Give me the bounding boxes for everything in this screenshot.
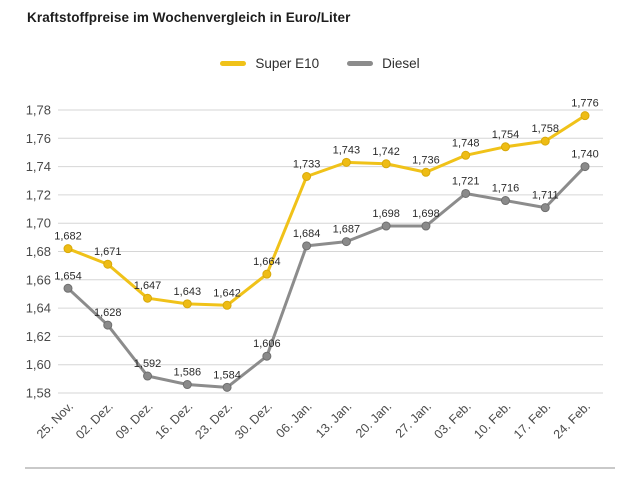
x-tick-label: 16. Dez. [153,399,196,442]
x-tick-label: 25. Nov. [34,399,76,441]
data-point-label: 1,742 [372,146,400,158]
data-point [63,244,73,254]
data-point [500,196,510,206]
y-tick-label: 1,62 [26,329,51,344]
x-tick-label: 13. Jan. [313,399,354,440]
series-line-super-e10 [66,114,587,307]
footer-divider [25,467,615,469]
data-point-label: 1,682 [54,231,82,243]
data-point-label: 1,758 [531,123,559,135]
x-tick-label: 10. Feb. [471,399,513,441]
data-point-label: 1,671 [94,246,122,258]
chart-legend: Super E10 Diesel [0,56,640,71]
data-point [580,111,590,121]
data-point-label: 1,698 [412,208,440,220]
data-point-label: 1,687 [333,224,361,236]
data-point-label: 1,716 [492,183,520,195]
y-tick-label: 1,64 [26,301,51,316]
x-tick-label: 20. Jan. [353,399,394,440]
series-line-diesel [66,165,587,389]
data-point [381,221,391,231]
x-tick-label: 02. Dez. [73,399,116,442]
data-point-label: 1,643 [174,286,202,298]
data-point [262,269,272,279]
x-tick-label: 17. Feb. [511,399,553,441]
legend-label-super-e10: Super E10 [255,56,320,71]
data-point [222,382,232,392]
data-point [540,203,550,213]
x-tick-label: 09. Dez. [113,399,156,442]
data-point [341,157,351,167]
data-point [421,221,431,231]
data-point-label: 1,684 [293,228,321,240]
data-point [461,150,471,160]
y-tick-label: 1,58 [26,386,51,401]
data-point [182,380,192,390]
data-point-label: 1,606 [253,338,281,350]
data-point [421,167,431,177]
data-point [143,371,153,381]
data-point-label: 1,586 [174,367,202,379]
x-tick-label: 27. Jan. [393,399,434,440]
legend-item-super-e10: Super E10 [220,56,319,71]
legend-swatch-diesel-icon [347,61,374,66]
data-point [540,136,550,146]
x-tick-label: 23. Dez. [192,399,235,442]
data-point-label: 1,733 [293,159,321,171]
chart-title: Kraftstoffpreise im Wochenvergleich in E… [27,10,351,25]
data-point-label: 1,584 [213,369,241,381]
y-tick-label: 1,72 [26,187,51,202]
y-tick-label: 1,76 [26,131,51,146]
x-tick-label: 24. Feb. [551,399,593,441]
data-point-label: 1,740 [571,149,599,161]
data-point-label: 1,654 [54,270,82,282]
data-point [580,162,590,172]
y-tick-label: 1,66 [26,272,51,287]
x-tick-label: 03. Feb. [431,399,473,441]
y-tick-label: 1,74 [26,159,51,174]
data-point [182,299,192,309]
data-point-label: 1,698 [372,208,400,220]
data-point-label: 1,628 [94,307,122,319]
data-point-label: 1,711 [532,190,559,202]
data-point-label: 1,736 [412,154,440,166]
legend-label-diesel: Diesel [382,56,420,71]
y-tick-label: 1,78 [26,103,51,118]
data-point-label: 1,754 [492,129,520,141]
data-point [500,142,510,152]
data-point-label: 1,647 [134,280,162,292]
legend-swatch-super-e10-icon [220,61,247,66]
data-point [381,159,391,169]
data-point [222,300,232,310]
data-point [302,241,312,251]
data-point [262,351,272,361]
legend-item-diesel: Diesel [347,56,420,71]
data-point [103,320,113,330]
y-tick-label: 1,70 [26,216,51,231]
data-point [341,237,351,247]
data-point-label: 1,743 [333,144,361,156]
y-tick-label: 1,60 [26,357,51,372]
data-point-label: 1,592 [134,358,162,370]
data-point-label: 1,642 [213,287,241,299]
data-point [302,172,312,182]
data-point-label: 1,776 [571,98,599,110]
data-point [143,293,153,303]
data-point [103,259,113,269]
data-point-label: 1,748 [452,137,480,149]
data-point [63,283,73,293]
x-tick-label: 30. Dez. [232,399,275,442]
data-point-label: 1,721 [452,175,480,187]
x-tick-label: 06. Jan. [273,399,314,440]
data-point-label: 1,664 [253,256,281,268]
y-tick-label: 1,68 [26,244,51,259]
data-point [461,188,471,198]
